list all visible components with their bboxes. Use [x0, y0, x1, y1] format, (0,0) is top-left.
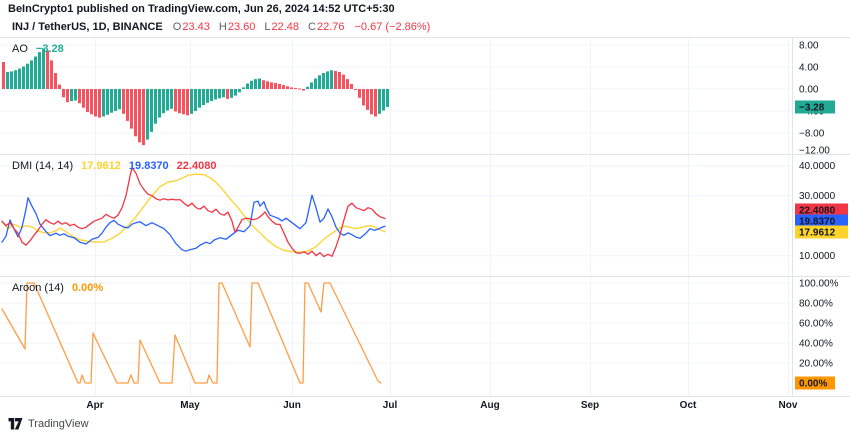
dmi-status-line: DMI (14, 14) 17.9612 19.8370 22.4080 [12, 159, 216, 173]
aroon-status-line: Aroon (14) 0.00% [12, 281, 103, 295]
high-value: H 23.60 [218, 20, 256, 33]
svg-text:−3.28: −3.28 [799, 103, 825, 114]
panel-ao[interactable]: 8.004.000.00−4.00−8.00−12.00−3.28 AO −3.… [0, 38, 850, 155]
time-axis-label: Jun [283, 400, 301, 411]
panel-aroon[interactable]: 100.00% 80.00% 60.00% 40.00% 20.00% 0.00% Aro… [0, 277, 850, 397]
ohlc-values: O 23.43 H 23.60 L 22.48 C 22.76 [173, 21, 345, 33]
dmi-adx-value: 17.9612 [81, 160, 121, 172]
publication-text: BeInCrypto1 published on TradingView.com… [8, 3, 395, 15]
open-value: O 23.43 [172, 20, 210, 33]
aroon-plot[interactable]: 100.00% 80.00% 60.00% 40.00% 20.00% 0.00% [0, 277, 850, 396]
tradingview-logo-icon[interactable] [8, 418, 23, 430]
dmi-chart-svg: 40.000030.000010.000022.408019.837017.96… [0, 155, 848, 276]
tradingview-brand-text[interactable]: TradingView [28, 418, 89, 430]
time-axis-label: Jul [382, 400, 398, 411]
svg-text:22.4080: 22.4080 [799, 206, 836, 217]
svg-text:0.00%: 0.00% [799, 379, 827, 390]
svg-text:−8.00: −8.00 [799, 129, 825, 140]
footer: TradingView [0, 415, 850, 433]
change-value: −0.67 (−2.86%) [354, 20, 431, 33]
ao-chart-svg: 8.004.000.00−4.00−8.00−12.00−3.28 [0, 38, 835, 155]
ao-indicator-value: −3.28 [35, 43, 64, 55]
time-axis-label: Oct [679, 400, 697, 411]
ao-plot[interactable]: 8.004.000.00−4.00−8.00−12.00−3.28 [0, 38, 850, 154]
dmi-minus-di-value: 22.4080 [176, 160, 217, 172]
time-axis-label: Aug [480, 400, 500, 411]
aroon-chart-svg: 100.00% 80.00% 60.00% 40.00% 20.00% 0.00% [0, 277, 839, 396]
dmi-plot[interactable]: 40.0000 30.0000 10.0000 22.4080 19.8370 17.96… [0, 155, 850, 276]
ao-indicator-title: AO [12, 43, 28, 55]
time-axis[interactable]: Apr May Jun Jul Aug Sep Oct Nov [0, 397, 850, 415]
svg-text:10.0000: 10.0000 [799, 251, 836, 262]
svg-text:20.00%: 20.00% [799, 359, 833, 370]
time-axis-label: Nov [778, 400, 798, 411]
publication-header: BeInCrypto1 published on TradingView.com… [0, 0, 850, 16]
svg-text:100.00%: 100.00% [799, 279, 839, 290]
svg-text:30.0000: 30.0000 [799, 191, 836, 202]
symbol-status-row: INJ / TetherUS, 1D, BINANCE O 23.43 H 23.6… [0, 16, 850, 38]
svg-text:40.00%: 40.00% [799, 339, 833, 350]
svg-text:4.00: 4.00 [799, 63, 819, 74]
svg-text:−12.00: −12.00 [799, 146, 830, 155]
svg-text:17.9612: 17.9612 [799, 228, 836, 239]
svg-text:40.0000: 40.0000 [799, 161, 836, 172]
svg-text:0.00: 0.00 [799, 85, 819, 96]
dmi-plus-di-value: 19.8370 [128, 160, 169, 172]
symbol-title: INJ / TetherUS, 1D, BINANCE [12, 20, 163, 33]
aroon-indicator-value: 0.00% [71, 282, 104, 294]
time-axis-label: Sep [580, 400, 600, 411]
time-axis-label: Apr [86, 400, 104, 411]
svg-text:8.00: 8.00 [799, 41, 819, 52]
svg-text:19.8370: 19.8370 [799, 217, 836, 228]
close-value: C 22.76 [308, 20, 345, 33]
low-value: L 22.48 [264, 20, 300, 33]
aroon-indicator-title: Aroon (14) [12, 282, 64, 294]
panel-dmi[interactable]: 40.0000 30.0000 10.0000 22.4080 19.8370 17.96… [0, 155, 850, 277]
svg-text:60.00%: 60.00% [799, 319, 833, 330]
svg-text:80.00%: 80.00% [799, 299, 833, 310]
time-axis-label: May [180, 400, 200, 411]
dmi-indicator-title: DMI (14, 14) [12, 160, 74, 172]
ao-status-line: AO −3.28 [12, 42, 64, 56]
